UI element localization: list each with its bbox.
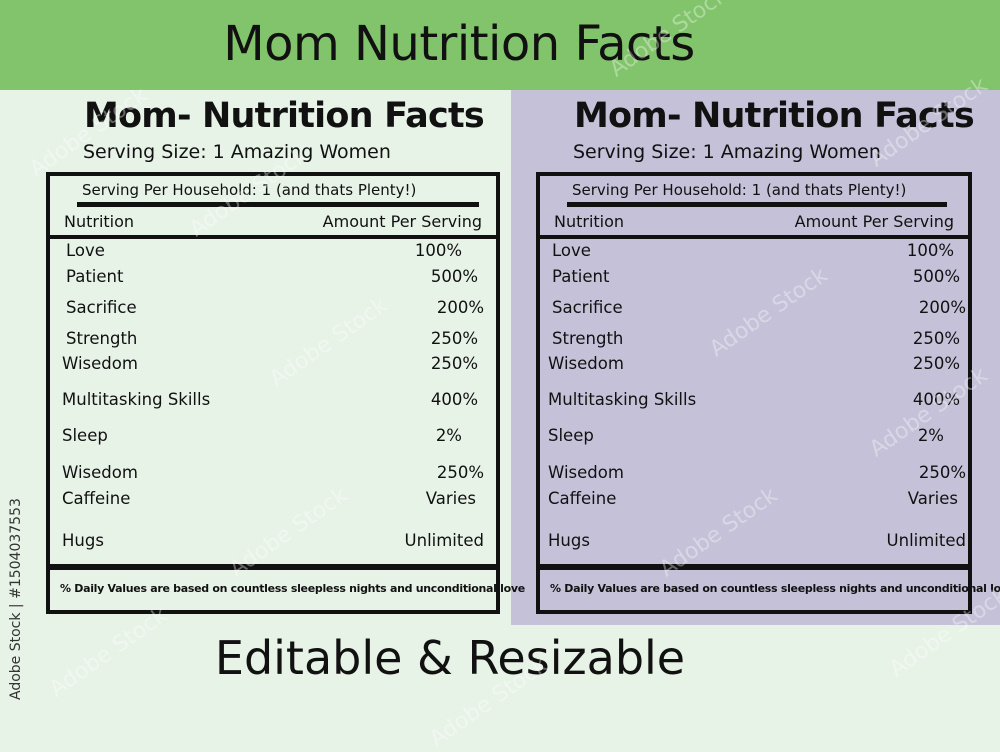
nutrient-amount: 500% — [912, 267, 960, 286]
nutrient-name: Strength — [66, 329, 138, 348]
serving-size: Serving Size: 1 Amazing Women — [573, 141, 881, 163]
nutrient-name: Sleep — [62, 426, 108, 445]
nutrient-amount: Varies — [425, 489, 476, 508]
nutrient-row: Patient 500% — [540, 266, 968, 288]
nutrition-label-right: Mom- Nutrition Facts Serving Size: 1 Ama… — [536, 94, 1000, 614]
header-divider — [540, 235, 968, 239]
nutrition-table: Serving Per Household: 1 (and thats Plen… — [536, 172, 1000, 614]
nutrient-amount: 250% — [918, 463, 966, 482]
nutrient-name: Hugs — [548, 531, 590, 550]
nutrient-amount: 500% — [430, 267, 478, 286]
thick-divider — [567, 202, 947, 207]
nutrient-name: Strength — [552, 329, 624, 348]
nutrient-amount: 2% — [917, 426, 944, 445]
nutrient-row: Wisedom 250% — [540, 462, 968, 484]
nutrient-row: Sacrifice 200% — [540, 297, 968, 319]
column-header-amount: Amount Per Serving — [322, 212, 482, 231]
footer-divider — [50, 564, 496, 570]
nutrient-name: Wisedom — [548, 354, 624, 373]
bottom-title: Editable & Resizable — [214, 631, 686, 685]
stock-credit: Adobe Stock | #1504037553 — [8, 498, 24, 700]
nutrient-row: Wisedom 250% — [50, 353, 496, 375]
nutrient-name: Love — [66, 241, 105, 260]
nutrient-row: Love 100% — [540, 240, 968, 262]
nutrient-amount: 200% — [918, 298, 966, 317]
nutrient-amount: 400% — [430, 390, 478, 409]
right-panel-background — [511, 90, 1000, 625]
nutrient-amount: Unlimited — [404, 531, 484, 550]
nutrient-name: Sacrifice — [66, 298, 137, 317]
nutrient-row: Caffeine Varies — [50, 488, 496, 510]
footer-divider — [540, 564, 968, 570]
nutrition-table: Serving Per Household: 1 (and thats Plen… — [46, 172, 525, 614]
nutrient-row: Strength 250% — [50, 328, 496, 350]
nutrient-row: Multitasking Skills 400% — [50, 389, 496, 411]
nutrition-label-left: Mom- Nutrition Facts Serving Size: 1 Ama… — [46, 94, 525, 614]
serving-size: Serving Size: 1 Amazing Women — [83, 141, 391, 163]
nutrient-row: Multitasking Skills 400% — [540, 389, 968, 411]
label-title: Mom- Nutrition Facts — [574, 96, 975, 136]
header-divider — [50, 235, 496, 239]
nutrient-amount: 250% — [430, 329, 478, 348]
nutrient-row: Caffeine Varies — [540, 488, 968, 510]
banner-title: Mom Nutrition Facts — [223, 16, 695, 72]
nutrient-name: Patient — [66, 267, 124, 286]
nutrient-row: Hugs Unlimited — [540, 530, 968, 552]
nutrient-name: Sacrifice — [552, 298, 623, 317]
footnote: % Daily Values are based on countless sl… — [550, 582, 1000, 595]
serving-per-household: Serving Per Household: 1 (and thats Plen… — [82, 181, 417, 199]
nutrient-amount: 250% — [912, 329, 960, 348]
nutrient-name: Sleep — [548, 426, 594, 445]
label-title: Mom- Nutrition Facts — [84, 96, 485, 136]
nutrient-name: Hugs — [62, 531, 104, 550]
nutrient-name: Wisedom — [548, 463, 624, 482]
nutrient-amount: Unlimited — [886, 531, 966, 550]
column-header-amount: Amount Per Serving — [794, 212, 954, 231]
nutrient-name: Love — [552, 241, 591, 260]
nutrient-amount: 100% — [906, 241, 954, 260]
nutrient-row: Patient 500% — [50, 266, 496, 288]
nutrient-name: Multitasking Skills — [62, 390, 211, 409]
nutrient-row: Wisedom 250% — [50, 462, 496, 484]
nutrient-row: Wisedom 250% — [540, 353, 968, 375]
nutrient-row: Love 100% — [50, 240, 496, 262]
nutrient-name: Caffeine — [548, 489, 617, 508]
nutrient-row: Sleep 2% — [540, 425, 968, 447]
serving-per-household: Serving Per Household: 1 (and thats Plen… — [572, 181, 907, 199]
thick-divider — [77, 202, 479, 207]
nutrient-name: Multitasking Skills — [548, 390, 697, 409]
nutrient-amount: 100% — [414, 241, 462, 260]
nutrient-row: Sleep 2% — [50, 425, 496, 447]
top-banner: Mom Nutrition Facts — [0, 0, 1000, 90]
nutrient-name: Caffeine — [62, 489, 131, 508]
nutrient-name: Patient — [552, 267, 610, 286]
nutrient-amount: Varies — [907, 489, 958, 508]
nutrient-amount: 200% — [436, 298, 484, 317]
column-header-nutrition: Nutrition — [64, 212, 135, 231]
nutrient-name: Wisedom — [62, 463, 138, 482]
nutrient-row: Strength 250% — [540, 328, 968, 350]
nutrient-amount: 250% — [436, 463, 484, 482]
nutrient-amount: 250% — [912, 354, 960, 373]
nutrient-row: Sacrifice 200% — [50, 297, 496, 319]
nutrient-amount: 2% — [435, 426, 462, 445]
nutrient-amount: 250% — [430, 354, 478, 373]
column-header-nutrition: Nutrition — [554, 212, 625, 231]
nutrient-name: Wisedom — [62, 354, 138, 373]
nutrient-row: Hugs Unlimited — [50, 530, 496, 552]
footnote: % Daily Values are based on countless sl… — [60, 582, 525, 595]
nutrient-amount: 400% — [912, 390, 960, 409]
